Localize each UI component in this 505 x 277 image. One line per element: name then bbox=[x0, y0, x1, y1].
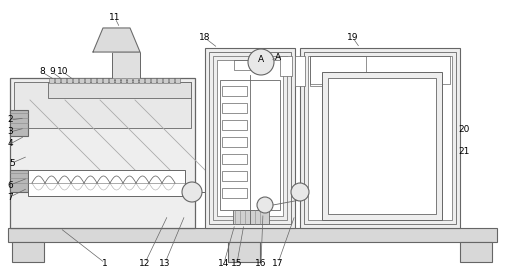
Bar bbox=[234, 60, 266, 70]
Bar bbox=[28, 170, 185, 196]
Text: 5: 5 bbox=[9, 158, 15, 168]
Polygon shape bbox=[93, 28, 140, 52]
Bar bbox=[8, 228, 497, 242]
Bar bbox=[322, 72, 442, 220]
Circle shape bbox=[257, 197, 273, 213]
Bar bbox=[10, 78, 195, 228]
Text: 14: 14 bbox=[218, 258, 230, 268]
Circle shape bbox=[291, 183, 309, 201]
Text: 1: 1 bbox=[102, 258, 108, 268]
Bar bbox=[151, 78, 156, 83]
Text: A: A bbox=[275, 53, 281, 63]
Bar bbox=[222, 103, 247, 113]
Text: 13: 13 bbox=[159, 258, 171, 268]
Bar bbox=[121, 78, 126, 83]
Bar bbox=[460, 242, 492, 262]
Bar bbox=[310, 56, 366, 86]
Text: 8: 8 bbox=[39, 68, 45, 76]
Text: A: A bbox=[258, 55, 264, 65]
Text: 6: 6 bbox=[7, 181, 13, 189]
Bar bbox=[217, 60, 283, 216]
Bar bbox=[163, 78, 168, 83]
Bar bbox=[209, 52, 291, 224]
Bar bbox=[49, 78, 54, 83]
Bar bbox=[112, 52, 140, 80]
Text: 7: 7 bbox=[7, 193, 13, 201]
Bar bbox=[222, 86, 247, 96]
Bar bbox=[222, 120, 247, 130]
Bar bbox=[139, 78, 144, 83]
Bar bbox=[169, 78, 174, 83]
Bar bbox=[328, 78, 436, 214]
Bar bbox=[295, 56, 305, 86]
Bar bbox=[97, 78, 102, 83]
Bar bbox=[127, 78, 132, 83]
Bar bbox=[10, 170, 28, 192]
Bar bbox=[10, 110, 28, 136]
Bar bbox=[14, 82, 191, 128]
Bar bbox=[145, 78, 150, 83]
Bar bbox=[310, 56, 450, 84]
Bar bbox=[304, 52, 456, 224]
Text: 12: 12 bbox=[139, 258, 150, 268]
Text: 19: 19 bbox=[347, 34, 359, 42]
Bar bbox=[220, 80, 280, 210]
Text: 2: 2 bbox=[7, 116, 13, 124]
Text: 11: 11 bbox=[109, 14, 121, 22]
Bar bbox=[109, 78, 114, 83]
Bar bbox=[233, 210, 269, 224]
Bar bbox=[115, 78, 120, 83]
Bar bbox=[48, 82, 191, 98]
Text: 4: 4 bbox=[7, 140, 13, 148]
Text: 16: 16 bbox=[255, 258, 267, 268]
Text: 21: 21 bbox=[459, 147, 470, 157]
Bar bbox=[157, 78, 162, 83]
Bar bbox=[300, 48, 460, 228]
Bar bbox=[12, 242, 44, 262]
Bar bbox=[73, 78, 78, 83]
Bar bbox=[133, 78, 138, 83]
Bar bbox=[222, 188, 247, 198]
Bar bbox=[280, 56, 292, 76]
Bar bbox=[85, 78, 90, 83]
Bar bbox=[222, 154, 247, 164]
Bar bbox=[103, 78, 108, 83]
Bar bbox=[205, 48, 295, 228]
Bar bbox=[222, 171, 247, 181]
Text: 18: 18 bbox=[199, 34, 211, 42]
Circle shape bbox=[248, 49, 274, 75]
Text: 3: 3 bbox=[7, 127, 13, 137]
Text: 15: 15 bbox=[231, 258, 243, 268]
Text: 10: 10 bbox=[57, 68, 69, 76]
Text: 17: 17 bbox=[272, 258, 284, 268]
Text: 20: 20 bbox=[459, 125, 470, 135]
Bar bbox=[175, 78, 180, 83]
Bar bbox=[91, 78, 96, 83]
Bar bbox=[213, 56, 287, 220]
Bar bbox=[67, 78, 72, 83]
Bar bbox=[55, 78, 60, 83]
Bar bbox=[79, 78, 84, 83]
Bar bbox=[61, 78, 66, 83]
Circle shape bbox=[182, 182, 202, 202]
Bar bbox=[228, 242, 260, 262]
Bar bbox=[308, 56, 452, 220]
Bar bbox=[222, 137, 247, 147]
Text: 9: 9 bbox=[49, 68, 55, 76]
